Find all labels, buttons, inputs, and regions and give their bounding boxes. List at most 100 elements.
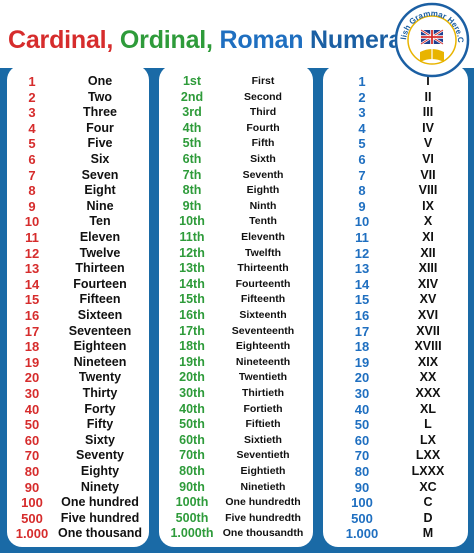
cardinal-word: Fourteen xyxy=(73,276,127,291)
cardinal-number: 15 xyxy=(24,292,40,308)
cardinal-number: 13 xyxy=(24,261,40,277)
ordinal-word: Ninth xyxy=(249,199,277,212)
ordinal-number: 7th xyxy=(182,167,202,182)
cardinal-word: One thousand xyxy=(57,526,143,541)
cardinal-word: Seven xyxy=(81,167,119,182)
cardinal-word: Thirteen xyxy=(75,261,125,276)
ordinal-number: 70th xyxy=(179,448,205,463)
arabic-number: 40 xyxy=(354,401,370,417)
ordinal-word: One hundredth xyxy=(225,496,301,509)
ordinal-number: 30th xyxy=(179,386,205,400)
cardinal-number: 11 xyxy=(25,230,39,245)
ordinal-word: Fourth xyxy=(246,121,280,134)
cardinal-word: Eleven xyxy=(79,230,121,244)
roman-numeral: LXXX xyxy=(411,464,445,478)
ordinal-number: 4th xyxy=(182,120,202,135)
cardinal-number: 1 xyxy=(28,74,36,89)
cardinal-word: Fifty xyxy=(86,417,114,432)
roman-numeral: I xyxy=(426,74,430,88)
cardinal-number: 17 xyxy=(24,323,40,339)
ordinal-word: Fifth xyxy=(251,137,275,150)
roman-numeral: L xyxy=(424,417,432,432)
cardinal-word: Eighty xyxy=(80,464,120,478)
cardinal-word: One hundred xyxy=(61,495,139,510)
ordinal-word: Twentieth xyxy=(238,371,288,384)
arabic-number: 5 xyxy=(358,136,366,152)
arabic-number: 2 xyxy=(358,89,366,105)
roman-numeral: XV xyxy=(419,292,437,307)
roman-numeral: V xyxy=(423,136,433,151)
site-logo: English Grammar Here.Com xyxy=(394,2,470,78)
cardinal-number: 16 xyxy=(24,308,40,323)
cardinal-word: Eight xyxy=(84,183,116,198)
ordinal-number: 100th xyxy=(175,495,209,510)
cardinal-number: 18 xyxy=(24,339,40,355)
roman-numeral: IV xyxy=(422,120,434,135)
cardinal-word: Five xyxy=(87,136,113,151)
ordinal-word: Seventeenth xyxy=(231,324,295,337)
cardinal-number: 6 xyxy=(28,152,36,167)
arabic-number: 14 xyxy=(354,276,370,292)
page-title: Cardinal, Ordinal, Roman Numerals xyxy=(8,26,423,55)
ordinal-number: 8th xyxy=(182,183,202,198)
ordinal-word: First xyxy=(251,75,275,87)
roman-numeral: XVI xyxy=(417,308,439,322)
ordinal-word: Sixth xyxy=(250,153,276,165)
cardinal-word: Seventeen xyxy=(68,323,132,338)
cardinal-word: Ninety xyxy=(80,479,120,494)
ordinal-number: 3rd xyxy=(182,105,202,120)
roman-numeral: VII xyxy=(420,167,436,182)
ordinal-number: 12th xyxy=(179,245,205,260)
arabic-number: 4 xyxy=(358,120,366,136)
cardinal-word: Four xyxy=(86,120,114,135)
ordinal-word: Second xyxy=(244,90,282,103)
ordinal-word: Eighth xyxy=(246,184,280,197)
cardinal-word: Fifteen xyxy=(79,292,121,307)
roman-numeral: C xyxy=(423,495,433,510)
arabic-number: 7 xyxy=(358,167,366,183)
roman-panel: 1 2 3 4 5 6 7 8 9 10 11 12 13 14 15 16 17 18 19 20 30 40 50 60 7… xyxy=(324,66,467,546)
roman-numeral: M xyxy=(422,526,434,541)
ordinal-number: 90th xyxy=(179,479,205,494)
ordinal-word: Nineteenth xyxy=(235,355,291,368)
cardinal-number: 5 xyxy=(28,136,36,152)
cardinal-word: Sixteen xyxy=(77,308,123,322)
title-cardinal: Cardinal, xyxy=(8,26,114,54)
cardinal-word: Seventy xyxy=(76,448,124,463)
roman-numeral: XVIII xyxy=(414,339,442,354)
ordinal-number: 6th xyxy=(182,152,202,166)
roman-numeral: XL xyxy=(420,401,436,416)
arabic-number: 19 xyxy=(354,354,370,370)
cardinal-number: 3 xyxy=(28,105,36,121)
arabic-number: 12 xyxy=(354,245,370,261)
roman-numeral: XC xyxy=(419,479,437,494)
cardinal-panel: 1 2 3 4 5 6 7 8 9 10 11 12 13 14 15 16 17 18 19 20 30 40 50 60 7… xyxy=(8,66,148,546)
cardinal-number: 40 xyxy=(24,401,40,417)
cardinal-number: 60 xyxy=(24,432,40,448)
roman-numeral: X xyxy=(423,214,433,229)
arabic-number: 15 xyxy=(354,292,370,308)
roman-numeral: III xyxy=(422,105,434,120)
title-roman: Roman xyxy=(219,26,304,54)
roman-numeral: D xyxy=(423,510,433,525)
cardinal-number: 8 xyxy=(28,183,36,199)
ordinal-word: Eightieth xyxy=(240,465,286,477)
ordinal-word: Fortieth xyxy=(243,402,283,415)
cardinal-number: 2 xyxy=(28,89,36,105)
ordinal-word: Tenth xyxy=(249,215,277,228)
cardinal-word: Nine xyxy=(86,198,114,213)
arabic-number: 1 xyxy=(358,74,366,89)
roman-numeral: XIV xyxy=(417,276,439,291)
ordinal-word: Twelfth xyxy=(245,246,281,259)
arabic-number: 20 xyxy=(354,370,370,386)
ordinal-word: Thirtieth xyxy=(242,387,284,399)
ordinal-number: 500th xyxy=(175,510,209,525)
header: Cardinal, Ordinal, Roman Numerals xyxy=(0,0,474,68)
arabic-number: 13 xyxy=(354,261,370,277)
ordinal-word: Thirteenth xyxy=(237,262,289,275)
arabic-number: 500 xyxy=(351,510,373,526)
ordinal-number: 5th xyxy=(182,136,202,151)
cardinal-number: 4 xyxy=(28,120,36,136)
ordinal-word: Eighteenth xyxy=(235,340,291,353)
roman-numeral: VI xyxy=(422,152,434,166)
